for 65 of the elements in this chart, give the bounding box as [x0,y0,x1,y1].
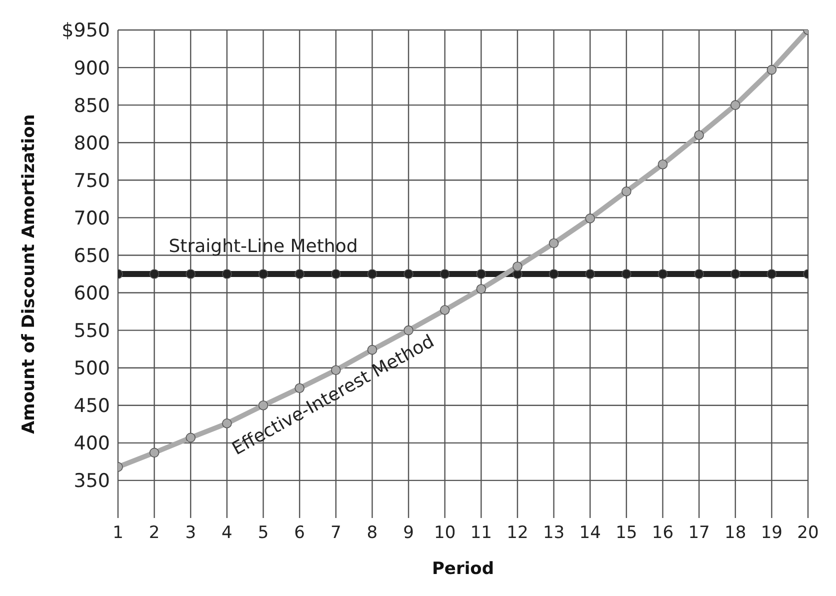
y-tick-label: 600 [74,282,110,305]
y-tick-label: 800 [74,132,110,154]
y-tick-label: 750 [74,170,110,192]
point [766,269,777,279]
x-tick-label: 6 [294,523,305,544]
point [658,159,668,170]
x-tick-label: 2 [148,523,160,544]
x-tick-label: 17 [688,523,710,544]
x-tick-label: 12 [506,523,528,544]
x-tick-label: 20 [797,523,819,544]
x-tick-label: 11 [470,523,492,544]
point [730,100,740,110]
point [367,269,378,279]
y-tick-label: 700 [74,207,110,230]
point [294,269,304,279]
point [186,269,196,279]
y-tick-label: 400 [74,432,110,455]
x-tick-label: 16 [652,523,674,544]
point [186,432,196,443]
point [548,269,559,279]
point [766,64,777,75]
x-tick-label: 14 [579,523,601,544]
point [730,269,740,279]
x-tick-label: 19 [760,523,783,544]
y-tick-label: 900 [74,57,110,80]
point [222,418,232,428]
x-tick-label: 9 [403,523,414,544]
x-tick-label: 5 [258,523,269,544]
y-tick-label: 500 [74,358,110,380]
x-tick-label: 3 [185,523,196,544]
x-axis-title: Period [432,559,494,579]
y-tick-label: 350 [74,470,110,492]
x-tick-label: 7 [330,523,342,544]
point [512,262,522,272]
point [622,186,632,196]
point [440,305,450,315]
x-tick-label: 1 [112,523,124,544]
y-axis-title: Amount of Discount Amortization [19,114,40,434]
x-tick-label: 10 [434,523,456,544]
x-tick-label: 18 [724,523,746,544]
point [694,130,704,140]
point [658,269,668,279]
point [548,238,559,248]
point [149,448,160,458]
point [622,269,632,279]
point [330,269,341,279]
point [476,269,486,279]
x-tick-label: 15 [616,523,638,544]
y-tick-label: $950 [62,20,110,42]
x-tick-label: 4 [222,523,232,544]
point [585,214,596,224]
x-tick-label: 8 [366,523,378,544]
y-tick-label: 850 [74,94,110,117]
point [149,269,160,279]
y-tick-label: 650 [74,244,110,267]
y-tick-label: 450 [74,395,110,418]
point [440,269,450,279]
point [222,269,232,279]
point [404,269,414,279]
point [694,269,704,279]
y-tick-label: 550 [74,320,110,342]
point [476,284,486,294]
point [585,269,596,279]
x-tick-label: 13 [542,523,565,544]
point [258,269,268,279]
